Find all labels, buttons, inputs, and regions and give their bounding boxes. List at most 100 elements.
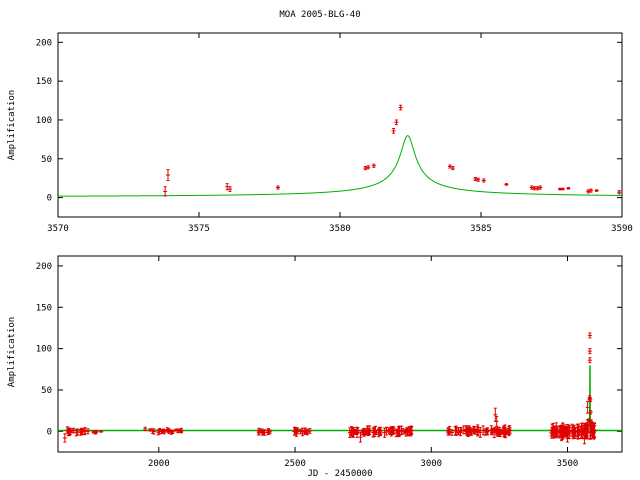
data-point (554, 425, 559, 437)
data-point (161, 428, 166, 434)
data-point (377, 426, 382, 435)
data-point (388, 427, 393, 436)
data-point (307, 428, 312, 434)
data-point (588, 410, 593, 415)
data-point (587, 357, 592, 364)
data-point (99, 430, 104, 433)
chart-title: MOA 2005-BLG-40 (279, 10, 360, 20)
x-tick-label: 2000 (148, 459, 170, 469)
data-point (148, 428, 153, 432)
x-tick-label: 3570 (47, 224, 69, 234)
data-point (382, 427, 387, 438)
data-point (165, 169, 170, 182)
data-point (594, 189, 599, 192)
data-point (394, 119, 399, 126)
data-point (497, 426, 502, 436)
data-point (295, 428, 300, 435)
data-point (300, 427, 305, 437)
data-point (478, 427, 483, 438)
data-point (538, 185, 543, 190)
y-tick-label: 0 (47, 427, 52, 437)
data-point (450, 166, 455, 171)
data-point (566, 186, 571, 190)
data-point (454, 425, 459, 436)
bottom-plot-frame (57, 255, 623, 453)
data-point (143, 426, 148, 431)
y-tick-label: 0 (47, 194, 52, 204)
top-y-axis-label: Amplification (7, 90, 17, 160)
y-tick-label: 200 (36, 38, 52, 48)
data-point (275, 185, 280, 190)
data-point (366, 429, 371, 437)
data-point (579, 425, 584, 439)
model-curve (58, 365, 622, 432)
data-point (485, 427, 490, 436)
data-point (391, 127, 396, 134)
data-point (617, 190, 622, 195)
data-point (266, 428, 271, 433)
data-point (85, 428, 90, 435)
bottom-x-axis-label: JD - 2450000 (307, 469, 372, 479)
data-point (391, 425, 396, 435)
y-tick-label: 150 (36, 77, 52, 87)
data-point (586, 418, 591, 423)
x-tick-label: 2500 (284, 459, 306, 469)
data-point (503, 427, 508, 437)
data-point (494, 415, 499, 427)
data-point (261, 430, 266, 435)
data-point (467, 425, 472, 436)
data-point (349, 426, 354, 437)
data-point (529, 185, 534, 190)
x-tick-label: 3585 (470, 224, 492, 234)
data-point (74, 429, 79, 437)
data-point (396, 426, 401, 438)
data-point (170, 430, 175, 434)
data-point (384, 426, 389, 436)
data-point (558, 425, 563, 437)
data-point (351, 427, 356, 438)
data-point (398, 104, 403, 111)
data-point (476, 177, 481, 182)
top-panel: Amplification 0 50 100 150 200 3570 3575 3580 35… (7, 32, 633, 234)
x-tick-label: 3000 (420, 459, 442, 469)
data-point (371, 163, 376, 168)
data-point (473, 428, 478, 435)
data-point (366, 165, 371, 170)
data-point (163, 186, 168, 197)
data-point (363, 166, 368, 171)
data-point (579, 426, 584, 436)
data-point (587, 348, 592, 355)
data-point (293, 427, 298, 434)
data-point (463, 425, 468, 435)
data-point (589, 421, 594, 427)
y-tick-label: 50 (41, 386, 52, 396)
bottom-y-axis-label: Amplification (7, 317, 17, 387)
data-point (228, 186, 233, 192)
x-tick-label: 3590 (611, 224, 633, 234)
data-point (584, 422, 589, 439)
data-point (167, 428, 172, 434)
data-point (535, 186, 540, 191)
data-point (175, 428, 180, 434)
data-point (481, 178, 486, 183)
data-point (151, 428, 156, 435)
data-point (493, 407, 498, 422)
data-point (587, 332, 592, 339)
data-point (585, 419, 590, 431)
data-point (565, 433, 570, 443)
data-point (552, 425, 557, 435)
data-point (256, 429, 261, 436)
data-point (570, 423, 575, 438)
y-tick-label: 100 (36, 345, 52, 355)
x-tick-label: 3580 (329, 224, 351, 234)
plot-area (58, 332, 622, 445)
bottom-panel: Amplification JD - 2450000 0 50 100 150 200 2… (7, 255, 623, 479)
data-point (560, 187, 565, 191)
data-point (489, 427, 494, 434)
data-point (588, 188, 593, 193)
y-tick-label: 100 (36, 116, 52, 126)
data-point (70, 428, 75, 434)
data-point (560, 422, 565, 437)
y-tick-label: 150 (36, 303, 52, 313)
